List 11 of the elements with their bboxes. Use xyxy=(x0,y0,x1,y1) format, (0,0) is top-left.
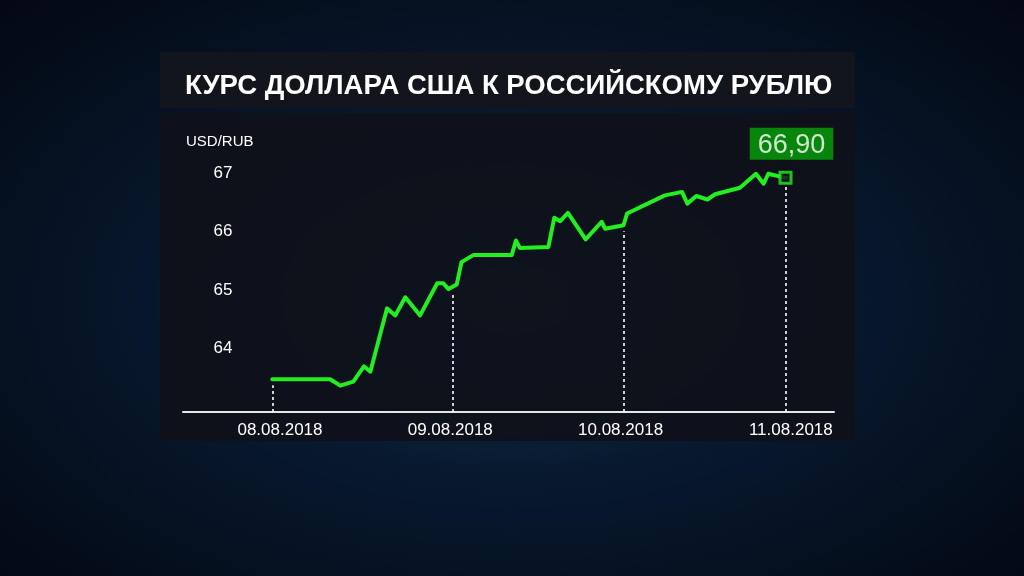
y-axis-title: USD/RUB xyxy=(186,132,254,149)
x-tick-label: 10.08.2018 xyxy=(578,420,664,439)
chart-title: КУРС ДОЛЛАРА США К РОССИЙСКОМУ РУБЛЮ xyxy=(185,68,833,100)
y-tick-label: 64 xyxy=(213,338,233,358)
data-label: 66,90 xyxy=(757,129,826,160)
x-tick-label: 09.08.2018 xyxy=(407,420,493,439)
y-tick-label: 66 xyxy=(213,221,233,241)
x-tick-label: 11.08.2018 xyxy=(748,420,833,439)
y-tick-label: 67 xyxy=(213,162,233,182)
x-tick-label: 08.08.2018 xyxy=(237,420,323,439)
y-tick-label: 65 xyxy=(213,279,233,299)
